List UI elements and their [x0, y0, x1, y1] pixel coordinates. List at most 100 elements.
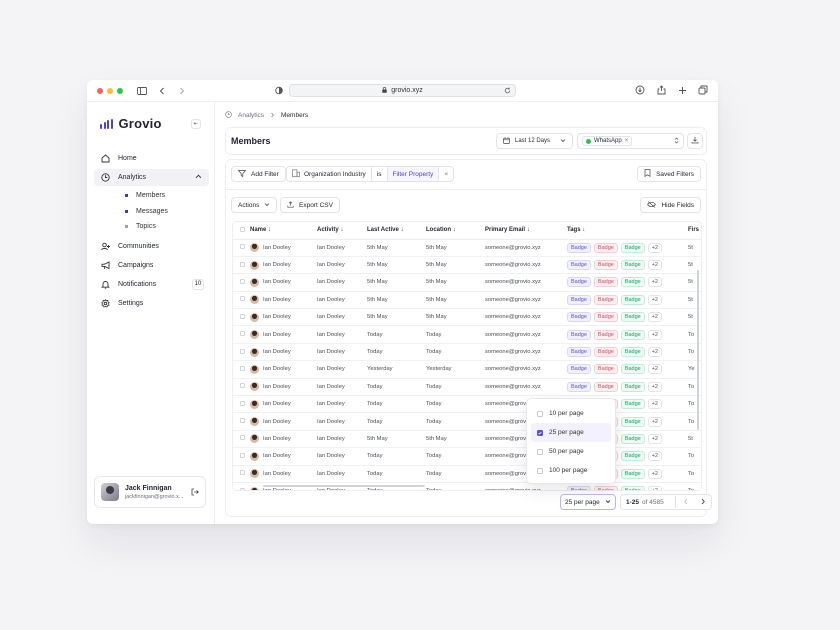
row-checkbox[interactable] [240, 278, 245, 284]
export-csv-button[interactable]: Export CSV [280, 197, 340, 213]
sidebar-toggle-icon[interactable] [137, 86, 147, 96]
tag-badge[interactable]: Badge [620, 242, 645, 253]
column-header-email[interactable]: Primary Email ↓ [485, 222, 567, 240]
minimize-window-button[interactable] [107, 87, 113, 94]
breadcrumb-analytics[interactable]: Analytics [238, 112, 265, 119]
filter-operator[interactable]: is [372, 167, 388, 181]
tag-badge[interactable]: Badge [567, 381, 591, 392]
tag-badge[interactable]: Badge [567, 260, 591, 271]
table-row[interactable]: Ian Dooley Ian Dooley 5th May 5th May someon… [233, 291, 701, 310]
close-window-button[interactable] [97, 87, 103, 94]
tag-badge[interactable]: Badge [620, 451, 645, 462]
row-checkbox[interactable] [240, 383, 245, 389]
tag-badge[interactable]: Badge [620, 260, 645, 271]
more-tags-badge[interactable]: +2 [647, 312, 662, 323]
row-checkbox[interactable] [240, 348, 245, 354]
tag-badge[interactable]: Badge [567, 312, 591, 323]
per-page-option-25[interactable]: 25 per page [531, 423, 611, 442]
download-icon[interactable] [635, 85, 645, 95]
remove-chip-icon[interactable]: × [624, 138, 629, 144]
tag-badge[interactable]: Badge [620, 347, 645, 358]
address-bar[interactable]: grovio.xyz [289, 84, 516, 97]
tag-badge[interactable]: Badge [620, 433, 645, 444]
share-icon[interactable] [656, 85, 666, 95]
tag-badge[interactable]: Badge [593, 312, 618, 323]
tag-badge[interactable]: Badge [620, 416, 645, 427]
brand-logo[interactable]: Grovio [100, 116, 162, 131]
collapse-sidebar-button[interactable]: ⇤ [191, 119, 201, 129]
maximize-window-button[interactable] [117, 87, 123, 94]
tag-badge[interactable]: Badge [567, 294, 591, 305]
privacy-shield-icon[interactable] [275, 86, 283, 97]
tag-badge[interactable]: Badge [593, 347, 618, 358]
sidebar-subitem-topics[interactable]: Topics [94, 219, 209, 235]
row-checkbox[interactable] [240, 365, 245, 371]
remove-filter-icon[interactable]: × [444, 170, 449, 178]
more-tags-badge[interactable]: +2 [647, 364, 662, 375]
tag-badge[interactable]: Badge [620, 468, 645, 479]
more-tags-badge[interactable]: +2 [647, 347, 662, 358]
per-page-option-100[interactable]: 100 per page [531, 461, 611, 480]
date-range-select[interactable]: Last 12 Days [496, 133, 573, 149]
row-checkbox[interactable] [240, 435, 245, 441]
column-header-first[interactable]: Firs [688, 222, 701, 240]
more-tags-badge[interactable]: +2 [647, 416, 662, 427]
more-tags-badge[interactable]: +2 [647, 399, 662, 410]
tag-badge[interactable]: Badge [593, 381, 618, 392]
channel-select[interactable]: WhatsApp × [577, 133, 684, 149]
more-tags-badge[interactable]: +2 [647, 277, 662, 288]
add-filter-button[interactable]: Add Filter [231, 166, 286, 182]
more-tags-badge[interactable]: +2 [647, 329, 662, 340]
row-checkbox[interactable] [240, 418, 245, 424]
tag-badge[interactable]: Badge [620, 329, 645, 340]
table-row[interactable]: Ian Dooley Ian Dooley 5th May 5th May someon… [233, 256, 701, 275]
tag-badge[interactable]: Badge [593, 294, 618, 305]
tag-badge[interactable]: Badge [567, 277, 591, 288]
table-row[interactable]: Ian Dooley Ian Dooley 5th May 5th May someon… [233, 273, 701, 292]
logout-icon[interactable] [191, 488, 199, 498]
tag-badge[interactable]: Badge [620, 294, 645, 305]
column-header-last-active[interactable]: Last Active ↓ [367, 222, 426, 240]
sidebar-item-settings[interactable]: Settings [94, 295, 209, 312]
filter-field[interactable]: Organization Industry [287, 167, 372, 181]
sidebar-item-analytics[interactable]: Analytics [94, 169, 209, 186]
tabs-overview-icon[interactable] [698, 85, 708, 95]
hide-fields-button[interactable]: Hide Fields [640, 197, 701, 213]
download-button[interactable] [687, 133, 703, 149]
more-tags-badge[interactable]: +2 [647, 294, 662, 305]
per-page-option-10[interactable]: 10 per page [531, 404, 611, 423]
select-all-checkbox[interactable] [240, 226, 245, 232]
actions-dropdown[interactable]: Actions [231, 197, 278, 213]
more-tags-badge[interactable]: +2 [647, 486, 662, 490]
tag-badge[interactable]: Badge [567, 486, 591, 490]
per-page-option-50[interactable]: 50 per page [531, 442, 611, 461]
row-checkbox[interactable] [240, 296, 245, 302]
row-checkbox[interactable] [240, 452, 245, 458]
tag-badge[interactable]: Badge [620, 277, 645, 288]
tag-badge[interactable]: Badge [620, 364, 645, 375]
prev-page-icon[interactable] [683, 498, 689, 507]
tag-badge[interactable]: Badge [567, 364, 591, 375]
tag-badge[interactable]: Badge [620, 486, 645, 490]
sidebar-subitem-members[interactable]: Members [94, 188, 209, 204]
reload-icon[interactable] [504, 87, 511, 96]
more-tags-badge[interactable]: +2 [647, 381, 662, 392]
sidebar-item-home[interactable]: Home [94, 150, 209, 167]
table-row[interactable]: Ian Dooley Ian Dooley Yesterday Yesterday so… [233, 360, 701, 379]
row-checkbox[interactable] [240, 261, 245, 267]
table-row[interactable]: Ian Dooley Ian Dooley 5th May 5th May someon… [233, 430, 701, 449]
tag-badge[interactable]: Badge [593, 486, 618, 490]
tag-badge[interactable]: Badge [567, 242, 591, 253]
tag-badge[interactable]: Badge [593, 277, 618, 288]
next-page-icon[interactable] [700, 498, 706, 507]
tag-badge[interactable]: Badge [620, 399, 645, 410]
sidebar-subitem-messages[interactable]: Messages [94, 204, 209, 220]
user-profile-card[interactable]: Jack Finnigan jackfinnigan@grovio.x... [94, 476, 206, 508]
tag-badge[interactable]: Badge [567, 347, 591, 358]
tag-badge[interactable]: Badge [593, 242, 618, 253]
more-tags-badge[interactable]: +2 [647, 451, 662, 462]
